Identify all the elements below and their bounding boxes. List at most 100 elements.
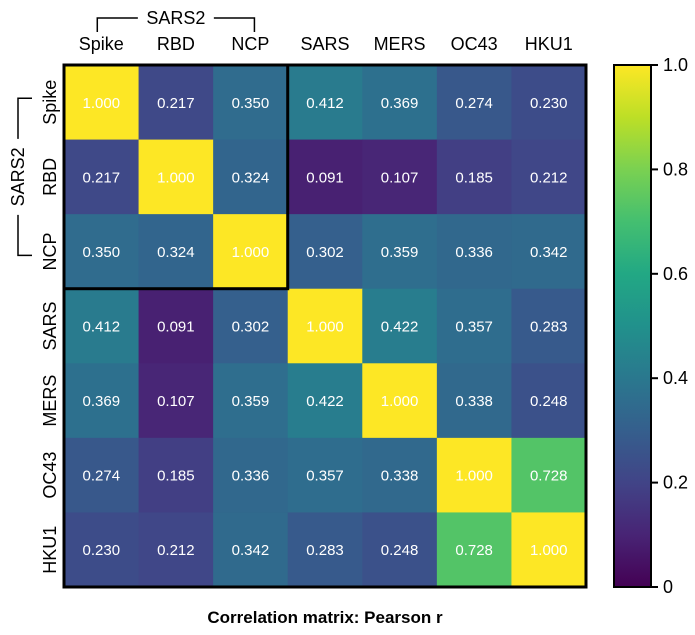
y-axis-label: HKU1	[40, 526, 60, 574]
heatmap-cell-value: 0.324	[232, 169, 270, 186]
heatmap-cell	[287, 437, 363, 513]
heatmap-cell-value: 0.230	[83, 542, 121, 559]
heatmap-cell	[138, 65, 214, 141]
heatmap-cell-value: 0.248	[530, 393, 568, 410]
heatmap-cell-value: 1.000	[83, 95, 121, 112]
heatmap-cell-value: 1.000	[306, 319, 344, 336]
heatmap-cell-value: 0.091	[157, 319, 195, 336]
heatmap-cell-value: 0.283	[306, 542, 344, 559]
heatmap-cell	[213, 437, 289, 513]
colorbar-ticks: 0 0.2 0.4 0.6 0.8 1.0	[651, 55, 688, 597]
x-axis-labels: Spike RBD NCP SARS MERS OC43 HKU1	[79, 34, 573, 54]
heatmap-cell	[287, 214, 363, 290]
heatmap-cell-value: 0.212	[157, 542, 195, 559]
heatmap-cell-value: 0.342	[232, 542, 270, 559]
heatmap-cell	[511, 65, 587, 141]
heatmap-cell	[287, 139, 363, 215]
heatmap-cell-value: 0.185	[157, 468, 195, 485]
heatmap-cell	[511, 214, 587, 290]
heatmap-cell-value: 0.107	[157, 393, 195, 410]
heatmap-cell-value: 0.338	[381, 468, 419, 485]
heatmap-cell	[138, 437, 214, 513]
heatmap-cell-value: 0.274	[455, 95, 493, 112]
heatmap-cell	[362, 214, 438, 290]
y-axis-label: SARS	[40, 301, 60, 350]
heatmap-cell	[64, 288, 140, 364]
heatmap-cell-value: 0.350	[83, 244, 121, 261]
heatmap-value-labels: 1.000 0.217 0.350 0.412 0.369 0.274 0.230 0.217…	[83, 95, 568, 559]
heatmap-cell	[511, 512, 587, 588]
x-axis-label: SARS	[300, 34, 349, 54]
heatmap-cell	[64, 214, 140, 290]
colorbar-tick-label: 0.6	[663, 264, 688, 284]
heatmap-cell	[213, 512, 289, 588]
heatmap-frame	[62, 63, 588, 589]
heatmap-cell-value: 0.359	[232, 393, 270, 410]
heatmap-cell-value: 1.000	[157, 169, 195, 186]
heatmap-cell-value: 0.091	[306, 169, 344, 186]
colorbar-tick-label: 0.2	[663, 473, 688, 493]
heatmap-cell-value: 0.302	[306, 244, 344, 261]
heatmap-cell-value: 0.359	[381, 244, 419, 261]
heatmap-cell-value: 0.350	[232, 95, 270, 112]
heatmap-cell	[213, 65, 289, 141]
y-axis-label: Spike	[40, 80, 60, 125]
heatmap-cell-value: 0.274	[83, 468, 121, 485]
x-axis-label: RBD	[157, 34, 195, 54]
heatmap-cell	[64, 139, 140, 215]
heatmap-cell	[64, 512, 140, 588]
colorbar-tick-label: 1.0	[663, 55, 688, 75]
heatmap-cell-value: 0.212	[530, 169, 568, 186]
heatmap-cell-value: 0.185	[455, 169, 493, 186]
heatmap-cell	[436, 363, 512, 439]
top-group-label: SARS2	[146, 8, 205, 28]
heatmap-cell	[436, 65, 512, 141]
group-highlight-box	[62, 63, 290, 291]
heatmap-cell-value: 0.107	[381, 169, 419, 186]
heatmap-cell-value: 1.000	[530, 542, 568, 559]
heatmap-cell-value: 1.000	[455, 468, 493, 485]
heatmap-cell	[511, 437, 587, 513]
heatmap-cell-value: 1.000	[381, 393, 419, 410]
heatmap-cell-value: 0.338	[455, 393, 493, 410]
left-group-bracket: SARS2	[8, 97, 32, 257]
heatmap-cell-value: 0.302	[232, 319, 270, 336]
x-axis-label: HKU1	[525, 34, 573, 54]
x-axis-label: Spike	[79, 34, 124, 54]
heatmap-cell-value: 0.728	[455, 542, 493, 559]
y-axis-label: OC43	[40, 452, 60, 499]
heatmap-cell	[362, 363, 438, 439]
heatmap-cell-value: 0.422	[381, 319, 419, 336]
heatmap-cell-value: 0.342	[530, 244, 568, 261]
heatmap-cell	[213, 363, 289, 439]
x-axis-label: NCP	[231, 34, 269, 54]
x-axis-label: OC43	[451, 34, 498, 54]
heatmap-cell	[511, 288, 587, 364]
heatmap-cell	[362, 65, 438, 141]
heatmap-cell-value: 1.000	[232, 244, 270, 261]
heatmap-cell-value: 0.357	[455, 319, 493, 336]
heatmap-cell-value: 0.336	[232, 468, 270, 485]
heatmap-cell	[436, 214, 512, 290]
heatmap-cell	[511, 139, 587, 215]
heatmap-cell	[138, 512, 214, 588]
heatmap-cell	[213, 139, 289, 215]
heatmap-cell	[213, 214, 289, 290]
heatmap-cell	[436, 437, 512, 513]
y-axis-label: NCP	[40, 232, 60, 270]
colorbar-gradient	[613, 64, 652, 588]
y-axis-label: RBD	[40, 158, 60, 196]
y-axis-label: MERS	[40, 375, 60, 427]
heatmap-cell-value: 0.248	[381, 542, 419, 559]
heatmap-cell	[436, 288, 512, 364]
heatmap-cell-value: 0.369	[381, 95, 419, 112]
colorbar: 0 0.2 0.4 0.6 0.8 1.0	[613, 55, 688, 597]
chart-title: Correlation matrix: Pearson r	[207, 608, 443, 627]
heatmap-cell-value: 0.412	[83, 319, 121, 336]
heatmap-cell	[436, 512, 512, 588]
heatmap-cell	[511, 363, 587, 439]
heatmap-cell	[138, 288, 214, 364]
heatmap-cell	[362, 288, 438, 364]
heatmap-cell-value: 0.324	[157, 244, 195, 261]
